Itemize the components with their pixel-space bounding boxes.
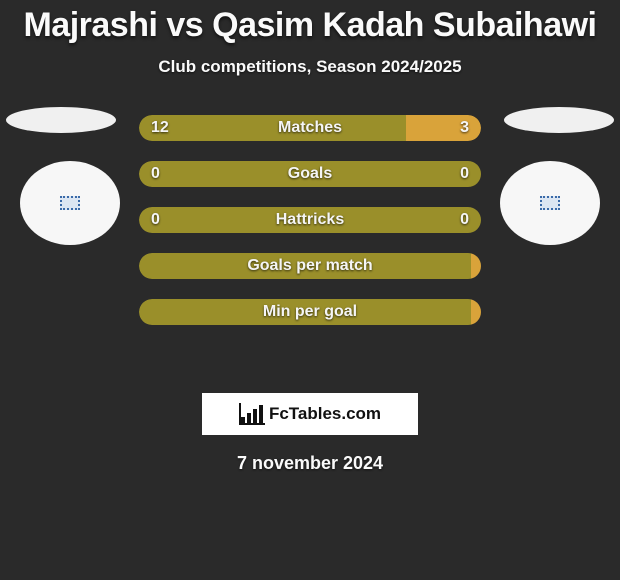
stat-bars: Matches123Goals00Hattricks00Goals per ma… [139,95,481,325]
bar-value-left: 0 [151,211,160,229]
bar-value-left: 12 [151,119,169,137]
bar-label: Goals per match [139,257,481,275]
player-left-avatar [20,161,120,245]
stat-bar: Min per goal [139,299,481,325]
player-right-avatar [500,161,600,245]
player-left-ellipse [6,107,116,133]
bar-label: Min per goal [139,303,481,321]
bar-label: Hattricks [139,211,481,229]
page-title: Majrashi vs Qasim Kadah Subaihawi [0,0,620,45]
stat-bar: Goals per match [139,253,481,279]
stat-bar: Hattricks0 0 [139,207,481,233]
player-right-ellipse [504,107,614,133]
stat-bar: Goals0 0 [139,161,481,187]
bar-label: Goals [139,165,481,183]
avatar-placeholder-icon [60,196,80,210]
bar-label: Matches [139,119,481,137]
bar-value-left: 0 [151,165,160,183]
stats-area: Matches123Goals00Hattricks00Goals per ma… [0,107,620,367]
bar-value-right: 0 [460,165,469,183]
logo-box: FcTables.com [202,393,418,435]
bar-value-right: 3 [460,119,469,137]
logo-chart-icon [239,403,265,425]
date-text: 7 november 2024 [0,453,620,474]
stat-bar: Matches12 3 [139,115,481,141]
avatar-placeholder-icon [540,196,560,210]
subtitle: Club competitions, Season 2024/2025 [0,57,620,77]
bar-value-right: 0 [460,211,469,229]
logo-text: FcTables.com [269,404,381,424]
